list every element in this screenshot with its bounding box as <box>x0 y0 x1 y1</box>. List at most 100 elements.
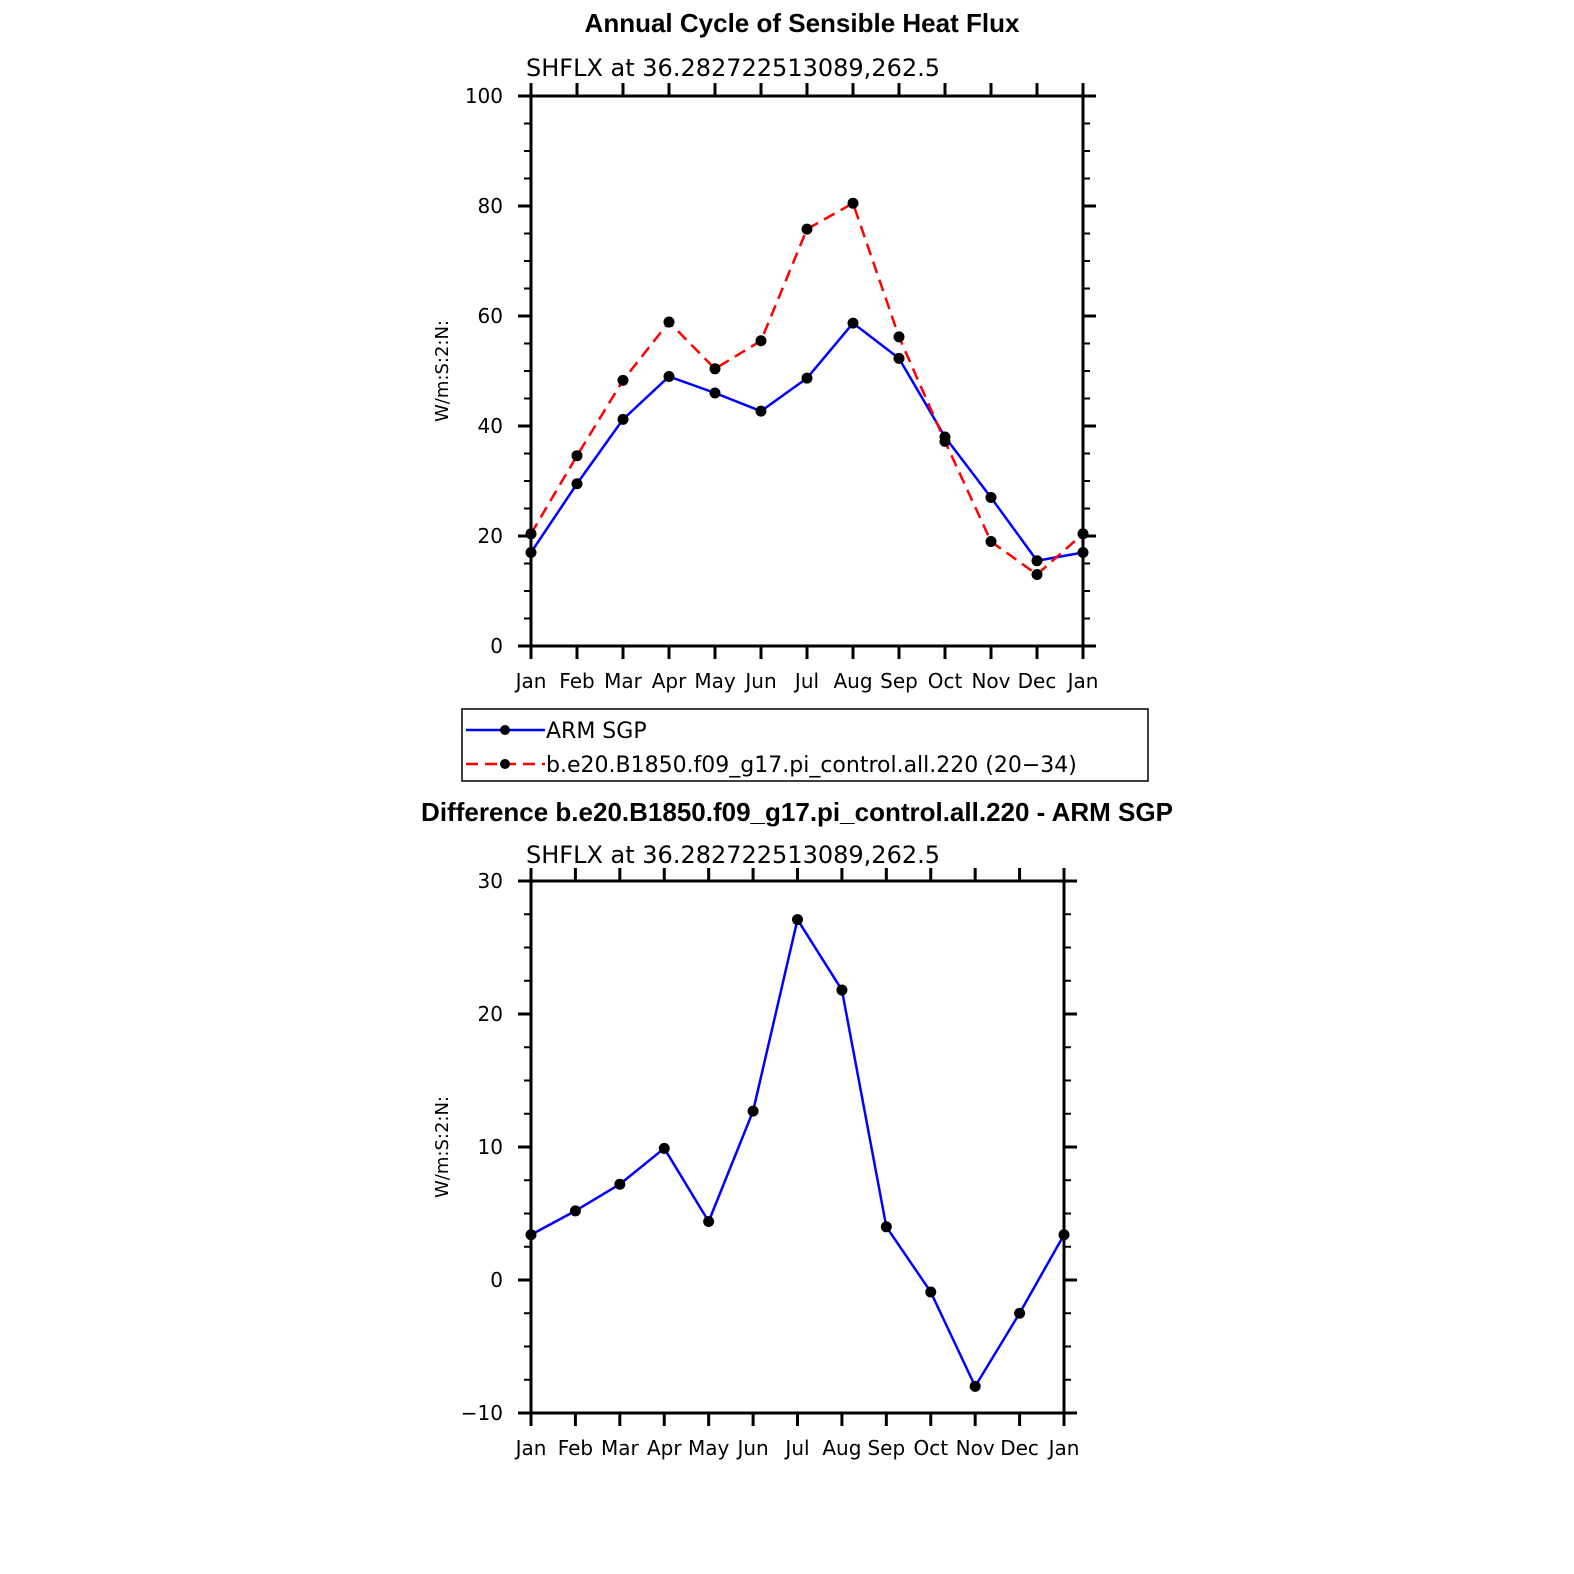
data-point <box>709 363 721 375</box>
x-tick-label: Feb <box>558 1436 593 1460</box>
data-point <box>847 197 859 209</box>
series-line-secondary <box>529 202 1084 576</box>
data-point <box>658 1142 670 1154</box>
chart-bottom-axis-labels: Jan Feb Mar Apr May Jun Jul Aug Sep Oct Nov Dec Jan−… <box>461 869 1080 1460</box>
data-point <box>571 478 583 490</box>
y-tick-label: 0 <box>490 1268 503 1292</box>
legend-marker-model <box>500 759 510 769</box>
x-tick-label: Dec <box>1018 669 1057 693</box>
data-point <box>525 547 537 558</box>
x-tick-label: Feb <box>559 669 594 693</box>
data-point <box>939 435 951 447</box>
data-point <box>755 335 767 347</box>
data-point <box>703 1215 715 1227</box>
x-tick-label: Jan <box>514 669 547 693</box>
x-tick-label: Nov <box>956 1436 995 1460</box>
y-tick-label: 20 <box>478 524 503 548</box>
data-point <box>663 371 675 382</box>
chart-bottom-series <box>525 914 1070 1392</box>
data-point <box>755 405 767 417</box>
legend-label-model: b.e20.B1850.f09_g17.pi_control.all.220 (… <box>546 753 1077 778</box>
data-point <box>571 450 583 462</box>
chart-top-ticks <box>518 83 1096 659</box>
data-point <box>1014 1307 1026 1319</box>
series-line-primary <box>530 918 1066 1388</box>
y-tick-label: 30 <box>478 869 503 893</box>
data-point <box>801 372 813 384</box>
x-tick-label: Aug <box>822 1436 861 1460</box>
data-point <box>569 1205 581 1217</box>
data-point <box>925 1286 937 1298</box>
x-tick-label: Mar <box>601 1436 640 1460</box>
x-tick-label: Dec <box>1000 1436 1039 1460</box>
data-point <box>1077 528 1089 540</box>
chart-top: Annual Cycle of Sensible Heat Flux SHFLX… <box>432 8 1098 693</box>
x-tick-label: Oct <box>928 669 963 693</box>
data-point <box>893 352 905 364</box>
y-tick-label: 100 <box>465 84 503 108</box>
chart-bottom-subtitle: SHFLX at 36.282722513089,262.5 <box>526 841 940 869</box>
x-tick-label: May <box>688 1436 730 1460</box>
x-tick-label: Jul <box>793 669 819 693</box>
x-tick-label: Jan <box>1066 669 1099 693</box>
chart-bottom-ticks <box>518 868 1077 1426</box>
x-tick-label: Jan <box>514 1436 547 1460</box>
data-point <box>663 316 675 328</box>
data-point <box>1077 547 1089 558</box>
series-line-primary <box>529 321 1084 562</box>
data-point <box>617 374 629 386</box>
chart-top-plot-frame <box>529 94 1085 648</box>
x-tick-label: Jun <box>743 669 776 693</box>
data-point <box>1058 1229 1070 1241</box>
x-tick-label: Apr <box>647 1436 682 1460</box>
data-point <box>1031 555 1043 567</box>
y-tick-label: 80 <box>478 194 503 218</box>
data-point <box>969 1380 981 1392</box>
chart-top-axis-labels: Jan Feb Mar Apr May Jun Jul Aug Sep Oct Nov Dec Jan 0… <box>465 84 1099 693</box>
x-tick-label: Mar <box>604 669 643 693</box>
y-tick-label: 10 <box>478 1135 503 1159</box>
chart-bottom-title: Difference b.e20.B1850.f09_g17.pi_contro… <box>421 797 1173 827</box>
data-point <box>792 914 803 926</box>
chart-top-ylabel: W/m:S:2:N: <box>432 320 453 422</box>
x-tick-label: Jul <box>783 1436 809 1460</box>
x-tick-label: Oct <box>913 1436 948 1460</box>
chart-bottom-ylabel: W/m:S:2:N: <box>432 1096 453 1198</box>
data-point <box>985 492 997 503</box>
chart-bottom-plot-frame <box>529 879 1066 1415</box>
data-point <box>893 331 905 343</box>
data-point <box>709 387 721 399</box>
legend-marker-arm <box>500 725 510 735</box>
x-tick-label: May <box>694 669 736 693</box>
y-tick-label: 60 <box>478 304 503 328</box>
chart-top-subtitle: SHFLX at 36.282722513089,262.5 <box>526 54 940 82</box>
data-point <box>747 1105 759 1117</box>
data-point <box>617 413 629 425</box>
x-tick-label: Nov <box>971 669 1010 693</box>
y-tick-label: 40 <box>478 414 503 438</box>
y-tick-label: −10 <box>461 1401 503 1425</box>
chart-top-title: Annual Cycle of Sensible Heat Flux <box>585 8 1020 38</box>
legend-box <box>461 708 1149 782</box>
data-point <box>525 528 537 540</box>
x-tick-label: Aug <box>833 669 872 693</box>
y-tick-label: 20 <box>478 1002 503 1026</box>
data-point <box>1031 569 1043 580</box>
data-point <box>985 536 997 547</box>
data-point <box>801 223 813 235</box>
data-point <box>614 1178 626 1190</box>
x-tick-label: Sep <box>867 1436 905 1460</box>
legend-label-arm: ARM SGP <box>546 719 647 744</box>
chart-bottom: Difference b.e20.B1850.f09_g17.pi_contro… <box>421 797 1173 1460</box>
data-point <box>880 1221 892 1233</box>
legend: ARM SGP b.e20.B1850.f09_g17.pi_control.a… <box>461 708 1149 782</box>
data-point <box>836 984 848 996</box>
x-tick-label: Jan <box>1047 1436 1080 1460</box>
x-tick-label: Jun <box>735 1436 768 1460</box>
chart-top-series <box>525 197 1089 580</box>
x-tick-label: Apr <box>652 669 687 693</box>
y-tick-label: 0 <box>490 634 503 658</box>
data-point <box>847 317 859 329</box>
x-tick-label: Sep <box>880 669 918 693</box>
